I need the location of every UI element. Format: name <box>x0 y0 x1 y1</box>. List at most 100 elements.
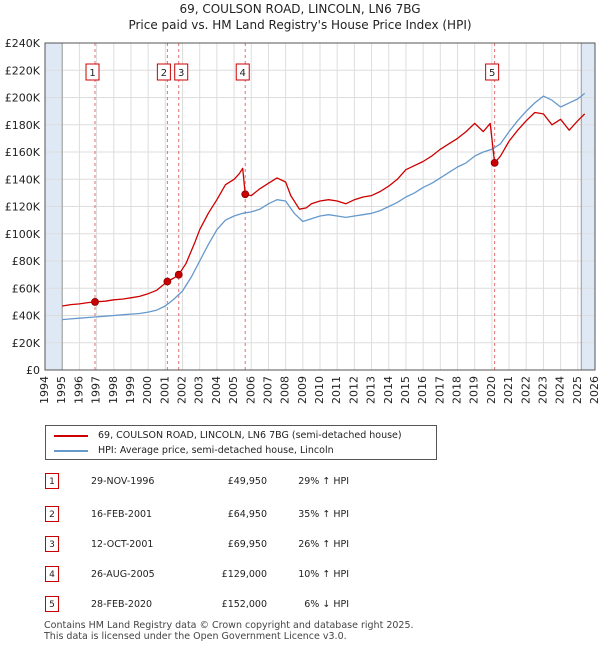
transaction-label-box <box>174 63 189 81</box>
y-tick-label: £140K <box>5 173 41 186</box>
x-tick-label: 2006 <box>244 376 257 404</box>
x-tick-label: 2020 <box>485 376 498 404</box>
x-tick-label: 2011 <box>330 376 343 404</box>
transaction-label: 3 <box>178 68 184 79</box>
transaction-point <box>163 277 172 286</box>
row-hpi-change: 26% ↑ HPI <box>298 539 349 550</box>
x-tick-label: 1998 <box>107 376 120 404</box>
row-hpi-change: 35% ↑ HPI <box>298 509 349 520</box>
footer-licence: This data is licensed under the Open Gov… <box>44 631 347 642</box>
legend-item-property: 69, COULSON ROAD, LINCOLN, LN6 7BG (semi… <box>54 428 402 444</box>
x-tick-label: 2003 <box>193 376 206 404</box>
chart-title: 69, COULSON ROAD, LINCOLN, LN6 7BG <box>179 2 421 16</box>
transaction-label: 4 <box>240 68 246 79</box>
row-price: £152,000 <box>221 599 267 610</box>
x-tick-label: 2013 <box>365 376 378 404</box>
row-hpi-change: 29% ↑ HPI <box>298 476 349 487</box>
y-tick-label: £220K <box>5 64 41 77</box>
x-tick-label: 2000 <box>141 376 154 404</box>
table-row: 3 12-OCT-2001 £69,950 26% ↑ HPI <box>45 536 385 554</box>
row-price: £69,950 <box>227 539 267 550</box>
row-price: £49,950 <box>227 476 267 487</box>
x-tick-label: 2014 <box>382 376 395 404</box>
x-tick-label: 2023 <box>536 376 549 404</box>
row-date: 29-NOV-1996 <box>91 476 155 487</box>
transaction-label: 1 <box>89 68 95 79</box>
y-tick-label: £240K <box>5 37 41 50</box>
x-tick-label: 2010 <box>313 376 326 404</box>
y-tick-label: £80K <box>12 255 41 268</box>
x-tick-label: 1994 <box>38 376 51 404</box>
x-tick-label: 2005 <box>227 376 240 404</box>
x-tick-label: 2008 <box>279 376 292 404</box>
table-row: 5 28-FEB-2020 £152,000 6% ↓ HPI <box>45 596 385 614</box>
row-number-badge: 4 <box>45 566 59 582</box>
table-row: 1 29-NOV-1996 £49,950 29% ↑ HPI <box>45 473 385 491</box>
x-tick-label: 2012 <box>347 376 360 404</box>
row-number-badge: 3 <box>45 536 59 552</box>
transaction-label: 5 <box>489 68 495 79</box>
x-tick-label: 2025 <box>571 376 584 404</box>
table-row: 4 26-AUG-2005 £129,000 10% ↑ HPI <box>45 566 385 584</box>
legend-swatch-red <box>54 434 88 437</box>
row-price: £64,950 <box>227 509 267 520</box>
x-tick-label: 2001 <box>158 376 171 404</box>
legend-item-hpi: HPI: Average price, semi-detached house,… <box>54 443 334 459</box>
x-tick-label: 2026 <box>588 376 600 404</box>
row-hpi-change: 6% ↓ HPI <box>304 599 349 610</box>
legend: 69, COULSON ROAD, LINCOLN, LN6 7BG (semi… <box>45 425 437 460</box>
transaction-label-box <box>485 63 500 81</box>
y-tick-label: £0 <box>26 364 40 377</box>
x-tick-label: 2019 <box>468 376 481 404</box>
row-date: 28-FEB-2020 <box>91 599 153 610</box>
row-price: £129,000 <box>221 569 267 580</box>
x-tick-label: 2002 <box>176 376 189 404</box>
plot-border <box>44 42 596 371</box>
row-number-badge: 1 <box>45 473 59 489</box>
price-chart: £0 £20K £40K £60K £80K £100K £120K £140K £160K £1… <box>5 37 600 404</box>
x-tick-label: 2018 <box>451 376 464 404</box>
transaction-point <box>174 270 183 279</box>
transaction-label-box <box>235 63 250 81</box>
transaction-label-box <box>85 63 100 81</box>
transaction-label-box <box>156 63 171 81</box>
x-tick-label: 2016 <box>416 376 429 404</box>
x-tick-label: 1995 <box>55 376 68 404</box>
x-tick-label: 2004 <box>210 376 223 404</box>
series-line-hpi <box>62 92 586 321</box>
transaction-point <box>91 298 99 306</box>
x-tick-label: 2021 <box>502 376 515 404</box>
transaction-point <box>490 158 499 167</box>
row-hpi-change: 10% ↑ HPI <box>298 569 349 580</box>
row-number-badge: 2 <box>45 506 59 522</box>
row-date: 12-OCT-2001 <box>91 539 154 550</box>
x-tick-label: 2009 <box>296 376 309 404</box>
table-row: 2 16-FEB-2001 £64,950 35% ↑ HPI <box>45 506 385 524</box>
x-tick-label: 1997 <box>90 376 103 404</box>
x-tick-label: 1999 <box>124 376 137 404</box>
transaction-label: 2 <box>161 68 167 79</box>
y-tick-label: £100K <box>5 228 41 241</box>
footer-copyright: Contains HM Land Registry data © Crown c… <box>44 620 414 631</box>
row-date: 16-FEB-2001 <box>91 509 153 520</box>
legend-label-property: 69, COULSON ROAD, LINCOLN, LN6 7BG (semi… <box>98 430 402 441</box>
x-tick-label: 1996 <box>72 376 85 404</box>
x-tick-label: 2024 <box>554 376 567 404</box>
legend-label-hpi: HPI: Average price, semi-detached house,… <box>98 445 334 456</box>
x-tick-label: 2017 <box>433 376 446 404</box>
y-tick-label: £40K <box>12 310 41 323</box>
y-tick-label: £200K <box>5 92 41 105</box>
chart-subtitle: Price paid vs. HM Land Registry's House … <box>128 18 472 32</box>
transaction-point <box>241 190 250 199</box>
x-tick-label: 2022 <box>519 376 532 404</box>
y-tick-label: £60K <box>12 282 41 295</box>
legend-swatch-blue <box>54 449 88 452</box>
y-tick-label: £160K <box>5 146 41 159</box>
row-number-badge: 5 <box>45 596 59 612</box>
y-tick-label: £180K <box>5 119 41 132</box>
row-date: 26-AUG-2005 <box>91 569 155 580</box>
y-tick-label: £20K <box>12 337 41 350</box>
x-tick-label: 2015 <box>399 376 412 404</box>
y-tick-label: £120K <box>5 201 41 214</box>
x-tick-label: 2007 <box>261 376 274 404</box>
